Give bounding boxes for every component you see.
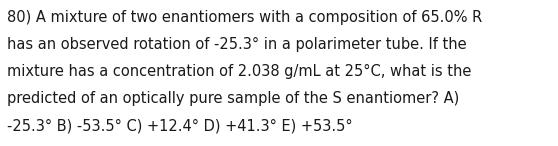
Text: mixture has a concentration of 2.038 g/mL at 25°C, what is the: mixture has a concentration of 2.038 g/m… [7,64,471,79]
Text: 80) A mixture of two enantiomers with a composition of 65.0% R: 80) A mixture of two enantiomers with a … [7,10,482,25]
Text: predicted of an optically pure sample of the S enantiomer? A): predicted of an optically pure sample of… [7,91,459,106]
Text: -25.3° B) -53.5° C) +12.4° D) +41.3° E) +53.5°: -25.3° B) -53.5° C) +12.4° D) +41.3° E) … [7,118,352,133]
Text: has an observed rotation of -25.3° in a polarimeter tube. If the: has an observed rotation of -25.3° in a … [7,37,466,52]
